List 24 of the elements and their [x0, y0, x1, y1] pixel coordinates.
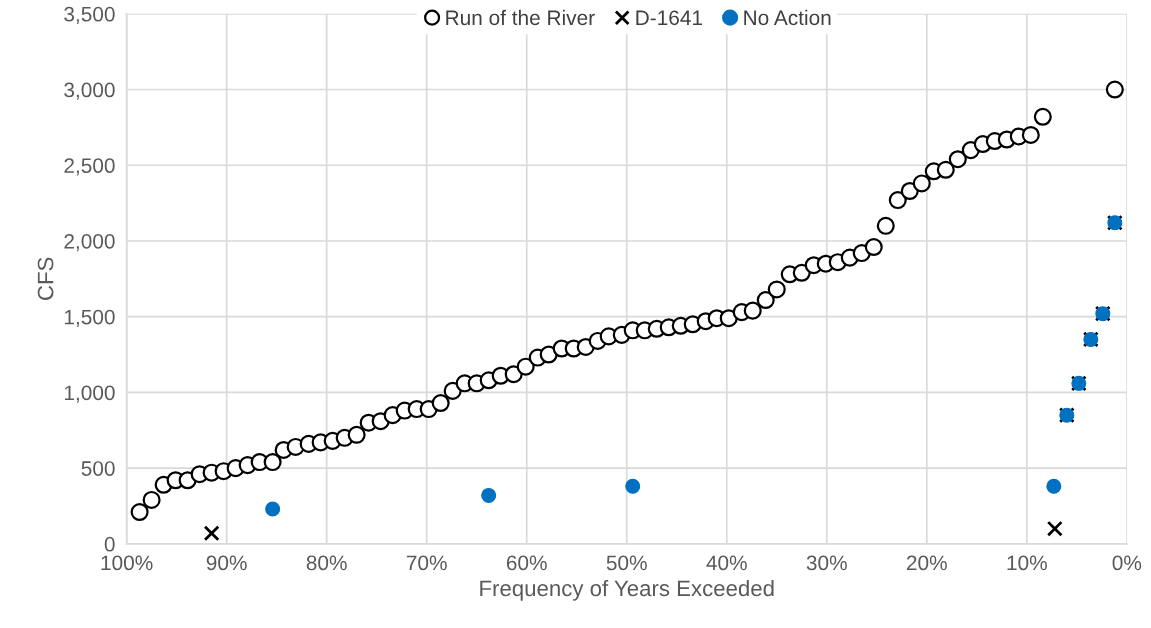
- x-tick-label: 30%: [806, 555, 847, 571]
- x-tick-label: 40%: [706, 555, 747, 571]
- y-tick-label: 500: [81, 461, 115, 476]
- x-axis-title: Frequency of Years Exceeded: [480, 579, 774, 601]
- x-tick-label: 70%: [406, 555, 447, 571]
- legend-label: D-1641: [636, 10, 702, 26]
- y-tick-label: 3,500: [64, 6, 115, 25]
- x-tick-label: 100%: [101, 555, 153, 571]
- legend-label: No Action: [744, 9, 831, 26]
- x-tick-label: 0%: [1112, 555, 1142, 571]
- x-tick-label: 60%: [506, 555, 547, 571]
- legend-label: Run of the River: [446, 9, 595, 26]
- x-tick-label: 90%: [206, 555, 247, 571]
- x-tick-label: 10%: [1007, 555, 1047, 571]
- x-tick-label: 50%: [606, 555, 647, 571]
- y-axis-title: CFS: [37, 257, 54, 300]
- y-tick-label: 0: [104, 536, 115, 552]
- y-tick-label: 2,000: [64, 233, 115, 252]
- y-tick-label: 1,000: [64, 385, 115, 403]
- y-tick-label: 3,000: [64, 82, 115, 100]
- y-tick-label: 1,500: [64, 309, 115, 327]
- x-tick-label: 20%: [906, 555, 947, 571]
- y-tick-label: 2,500: [64, 158, 115, 176]
- x-tick-label: 80%: [306, 555, 347, 571]
